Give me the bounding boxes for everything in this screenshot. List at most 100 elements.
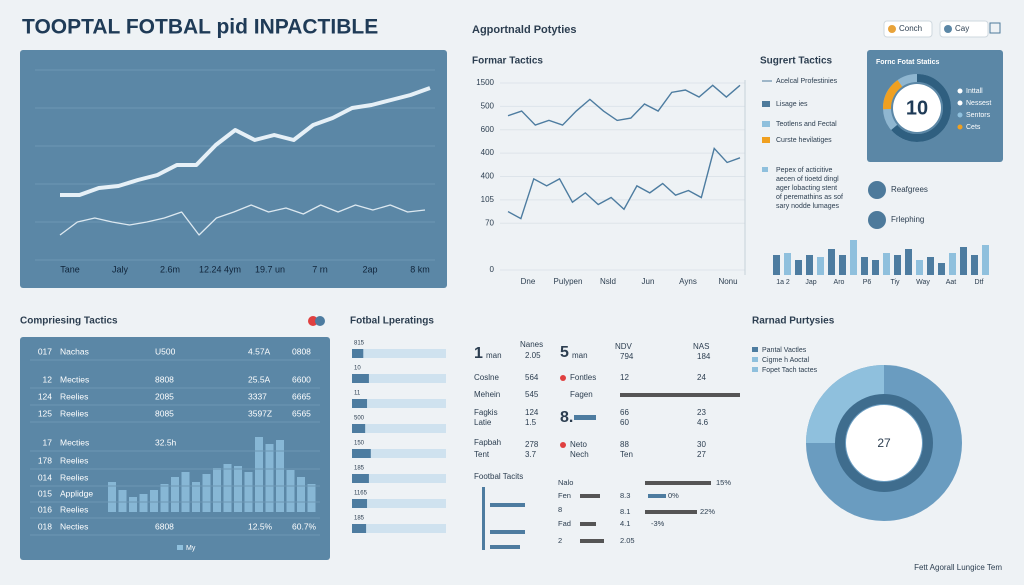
legend-swatch <box>762 101 770 107</box>
note-line: Pepex of acticitive <box>776 167 833 174</box>
table-cell: 015 <box>38 488 52 498</box>
bar <box>883 253 890 275</box>
section-title: Rarnad Purtysies <box>752 316 835 327</box>
table-cell: 178 <box>38 455 52 465</box>
y-tick-label: 400 <box>481 172 495 181</box>
donut-value: 27 <box>877 436 891 450</box>
rating-label: 185 <box>354 516 365 522</box>
legend-title: Sugrert Tactics <box>760 56 832 67</box>
bar <box>861 257 868 275</box>
page-title: TOOPTAL FOTBAL pid INPACTIBLE <box>22 16 378 39</box>
legend-dot <box>957 124 963 130</box>
table-cell: 6565 <box>292 408 311 418</box>
bar <box>118 490 127 512</box>
bar <box>276 440 284 512</box>
toggle[interactable] <box>315 316 325 326</box>
table-cell: 6665 <box>292 391 311 401</box>
table-cell: 23 <box>697 408 706 417</box>
bar <box>181 472 190 512</box>
x-tick-label: 12.24 4ym <box>199 264 241 274</box>
rating-track <box>352 374 446 383</box>
y-tick-label: 400 <box>481 148 495 157</box>
bar <box>234 466 242 512</box>
bar <box>297 477 305 512</box>
table-cell: 564 <box>525 373 539 382</box>
rating-label: 150 <box>354 441 365 447</box>
bar <box>620 393 740 397</box>
button-label: Conch <box>899 24 922 33</box>
table-cell: 2 <box>558 536 562 545</box>
bar <box>223 464 232 512</box>
table-cell: U500 <box>155 346 176 356</box>
donut-inner-ring <box>835 394 933 492</box>
bar <box>192 482 200 512</box>
badge-icon[interactable] <box>868 211 886 229</box>
table-cell: 0808 <box>292 346 311 356</box>
legend-label: Pantal Vactles <box>762 347 807 354</box>
rating-track <box>352 424 446 433</box>
legend-label: Lisage ies <box>776 101 808 108</box>
x-tick-label: Pulypen <box>554 277 583 286</box>
table-cell: 88 <box>620 440 629 449</box>
table-cell: 124 <box>38 391 52 401</box>
table-cell: Nanes <box>520 340 543 349</box>
x-tick-label: Ayns <box>679 277 697 286</box>
x-tick-label: 2ap <box>362 264 377 274</box>
legend-label: Inttall <box>966 88 983 95</box>
settings-icon[interactable] <box>989 22 1001 34</box>
legend-swatch <box>762 121 770 127</box>
bar <box>916 260 923 275</box>
rating-label: 11 <box>354 391 361 397</box>
bar <box>645 510 697 514</box>
table-cell: 24 <box>697 373 706 382</box>
line-series <box>507 147 741 220</box>
bar <box>580 539 604 543</box>
button-label: Cay <box>955 24 969 33</box>
table-cell: 60.7% <box>292 521 317 531</box>
bar <box>108 482 116 512</box>
x-tick-label: Dtf <box>975 279 984 286</box>
rating-bar <box>352 449 371 458</box>
table-cell: Fen <box>558 491 571 500</box>
rating-label: 815 <box>354 341 365 347</box>
bar <box>894 255 901 275</box>
badge-label: Frlephing <box>891 215 924 224</box>
legend-label: Nessest <box>966 100 991 107</box>
table-cell: 0% <box>668 491 679 500</box>
toggle[interactable] <box>308 316 318 326</box>
table-cell: 60 <box>620 418 629 427</box>
donut-center <box>846 405 922 481</box>
bar <box>938 263 945 275</box>
table-cell: 8808 <box>155 374 174 384</box>
table-cell: 278 <box>525 440 539 449</box>
legend-label: Teotlens and Fectal <box>776 121 837 128</box>
legend-label: Fopet Tach tactes <box>762 367 818 374</box>
table-cell: Fad <box>558 519 571 528</box>
table-cell: 2.05 <box>620 536 635 545</box>
rating-track <box>352 349 446 358</box>
table-cell: 32.5h <box>155 437 177 447</box>
badge-icon[interactable] <box>868 181 886 199</box>
table-cell: 2.05 <box>525 351 541 360</box>
bar <box>580 494 600 498</box>
bar <box>213 468 221 512</box>
table-cell: Mehein <box>474 390 500 399</box>
button[interactable] <box>939 20 989 38</box>
trend-line <box>60 86 431 197</box>
table-cell: 12 <box>43 374 53 384</box>
button[interactable] <box>883 20 933 38</box>
table-cell: Nalo <box>558 478 573 487</box>
bar <box>960 247 967 275</box>
table-cell: Tent <box>474 450 490 459</box>
rating-bar <box>352 499 368 508</box>
x-tick-label: Way <box>916 279 930 286</box>
bar <box>482 517 485 550</box>
table-cell: man <box>486 351 502 360</box>
table-cell: 017 <box>38 346 52 356</box>
bar <box>202 474 211 512</box>
card-title: Fornc Fotat Statics <box>876 59 940 66</box>
table-cell: 4.6 <box>697 418 709 427</box>
bar <box>580 522 596 526</box>
bar <box>806 255 813 275</box>
